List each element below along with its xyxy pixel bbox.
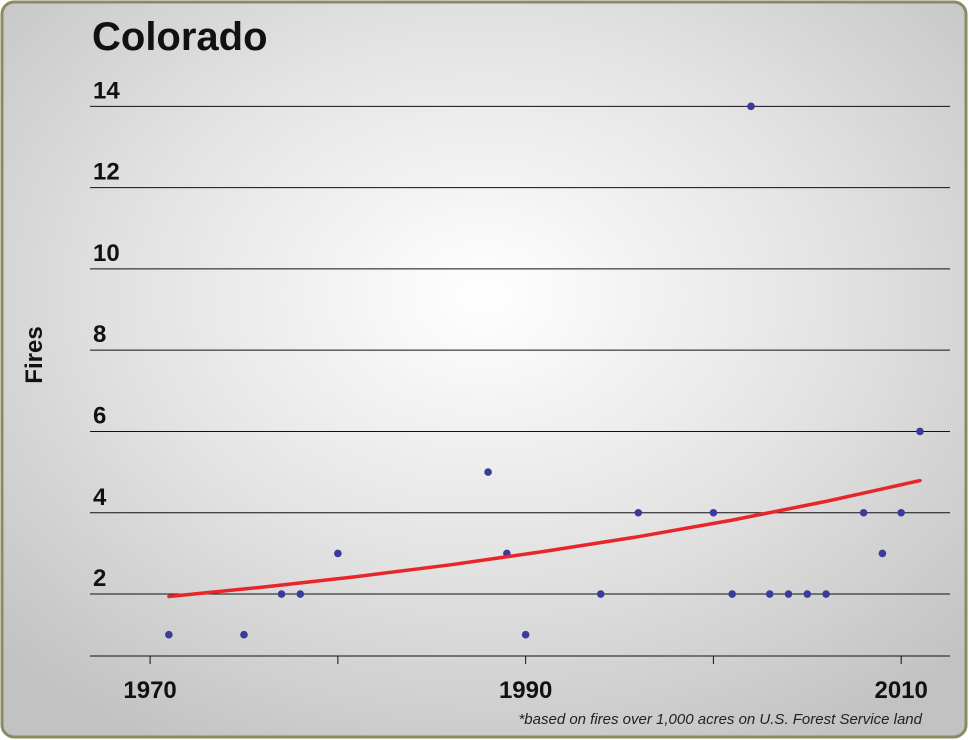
y-tick-label: 2 [93, 565, 106, 592]
footnote: *based on fires over 1,000 acres on U.S.… [518, 711, 922, 728]
point [728, 590, 736, 598]
point [296, 590, 305, 598]
x-tick-label: 1970 [123, 677, 176, 704]
point [165, 630, 173, 639]
y-tick-label: 12 [93, 159, 120, 186]
point [916, 427, 924, 436]
x-tick-label: 1990 [499, 677, 552, 704]
point [859, 508, 868, 517]
y-axis-label: Fires [21, 326, 48, 383]
trend-line [167, 478, 922, 599]
point [765, 590, 774, 598]
point [521, 630, 530, 639]
point [334, 549, 342, 558]
point [803, 590, 812, 598]
y-tick-label: 10 [93, 240, 120, 267]
point [784, 590, 793, 598]
point [897, 508, 905, 517]
point [709, 508, 718, 517]
point [240, 630, 248, 639]
point [747, 102, 755, 111]
point [878, 549, 887, 558]
y-tick-label: 14 [93, 77, 120, 104]
point [484, 468, 492, 476]
y-tick-label: 8 [93, 321, 106, 348]
chart-title: Colorado [92, 15, 268, 59]
point [822, 590, 830, 598]
y-tick-label: 4 [93, 484, 107, 511]
y-tick-label: 6 [93, 402, 106, 429]
point [277, 590, 286, 598]
x-tick-label: 2010 [874, 677, 927, 704]
point [634, 508, 643, 517]
point [596, 590, 605, 598]
